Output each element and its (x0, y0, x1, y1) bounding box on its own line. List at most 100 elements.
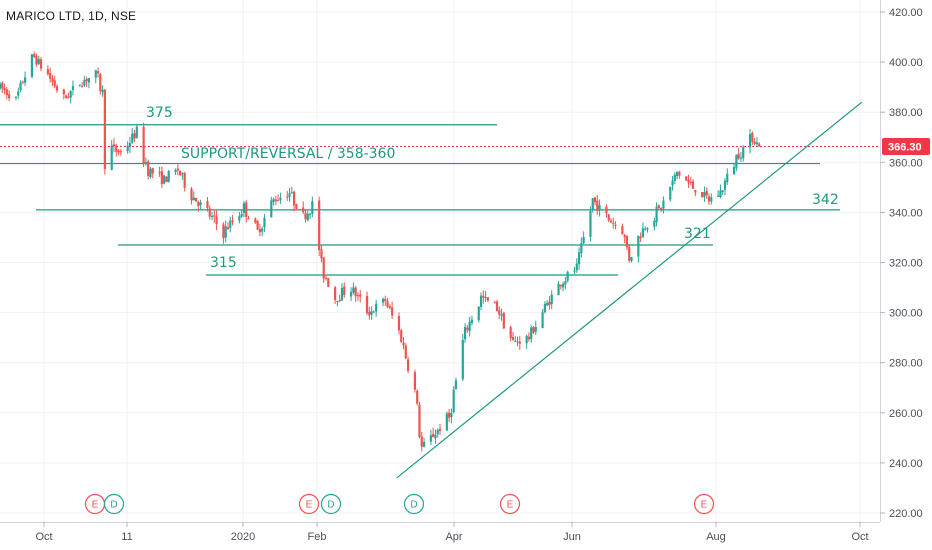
candle-body (206, 201, 209, 208)
candle-body (416, 390, 419, 404)
support-reversal-label: SUPPORT/REVERSAL / 358-360 (181, 146, 395, 162)
candle-body (735, 154, 738, 168)
candle-body (516, 341, 519, 343)
candle-body (277, 200, 280, 202)
candle-body (534, 326, 537, 332)
candle-body (660, 208, 663, 210)
price-tick-label: 240.00 (889, 458, 923, 470)
candle-body (229, 220, 232, 228)
candle-body (438, 428, 442, 431)
candle-body (320, 249, 323, 259)
earnings-event-icon[interactable]: E (298, 493, 320, 515)
time-tick-label: 11 (121, 531, 132, 543)
candle-body (21, 81, 24, 83)
candle-body (99, 74, 102, 91)
candle-body (365, 295, 369, 314)
candle-body (349, 291, 353, 297)
candle-body (160, 171, 163, 185)
level-315-label: 315 (210, 255, 237, 271)
candle-body (274, 199, 277, 202)
candle-body (580, 243, 583, 253)
candle-body (703, 192, 706, 197)
candle-body (591, 198, 594, 211)
candle-body (311, 201, 314, 214)
horizontal-levels[interactable] (0, 124, 880, 276)
candle-body (306, 213, 309, 221)
candle-body (466, 327, 469, 330)
candle-body (678, 171, 681, 176)
dividend-event-icon[interactable]: D (403, 493, 425, 515)
candle-body (87, 77, 91, 83)
candle-body (322, 257, 325, 279)
candle-body (384, 299, 387, 302)
candle-body (641, 228, 645, 238)
price-axis[interactable]: 420.00 400.00 380.00 360.00 340.00 320.00 300.… (880, 0, 930, 522)
candle-body (192, 197, 195, 201)
candle-body (354, 287, 357, 297)
candle-body (117, 150, 120, 153)
candle-body (628, 246, 631, 261)
time-axis[interactable]: Oct 11 2020 Feb Apr Jun Aug Oct (0, 522, 880, 543)
candle-body (541, 312, 544, 329)
chart-title: MARICO LTD, 1D, NSE (6, 9, 137, 23)
dividend-event-icon[interactable]: D (103, 493, 125, 515)
earnings-event-icon[interactable]: E (693, 493, 715, 515)
candle-body (119, 151, 122, 153)
svg-text:E: E (92, 500, 99, 511)
candle-body (128, 143, 132, 147)
candle-body (35, 55, 38, 65)
candle-body (101, 89, 104, 93)
candle-body (605, 206, 608, 214)
candle-body (147, 161, 150, 177)
candle-body (370, 311, 373, 315)
candle-body (653, 220, 656, 227)
candle-body (80, 85, 84, 87)
trendline-layer[interactable] (396, 101, 863, 479)
candle-body (710, 197, 713, 202)
candle-body (67, 96, 70, 98)
candle-body (247, 218, 250, 220)
price-tick-label: 260.00 (889, 408, 923, 420)
candle-body (0, 83, 2, 89)
candle-body (69, 91, 72, 98)
candle-body (691, 181, 695, 189)
candle-body (302, 207, 305, 213)
candle-body (463, 326, 467, 340)
price-tick-label: 280.00 (889, 358, 923, 370)
candle-body (644, 228, 647, 230)
candle-body (149, 168, 152, 177)
trendline[interactable] (396, 101, 863, 479)
price-tick-label: 300.00 (889, 308, 923, 320)
candle-body (530, 327, 533, 340)
candle-body (194, 197, 198, 202)
candle-body (78, 84, 81, 86)
candle-body (263, 217, 266, 228)
svg-text:E: E (306, 500, 313, 511)
candle-body (701, 192, 704, 198)
candle-body (324, 277, 328, 279)
candle-body (732, 166, 736, 175)
time-tick-label: Jun (563, 531, 581, 543)
earnings-event-icon[interactable]: E (84, 493, 106, 515)
candle-body (179, 170, 182, 175)
candle-body (717, 195, 720, 197)
candle-body (62, 89, 65, 95)
svg-text:E: E (701, 500, 708, 511)
candle-body (158, 172, 161, 174)
candle-body (596, 200, 599, 211)
candle-body (8, 94, 11, 99)
dividend-event-icon[interactable]: D (320, 493, 342, 515)
candle-body (85, 78, 88, 82)
candlesticks (0, 51, 761, 452)
candle-body (500, 314, 503, 316)
candle-body (511, 336, 515, 341)
candle-body (582, 236, 585, 243)
candle-body (673, 174, 676, 181)
candle-body (413, 372, 417, 390)
candle-body (151, 168, 154, 174)
candle-body (751, 133, 754, 142)
candle-body (527, 336, 531, 340)
earnings-event-icon[interactable]: E (499, 493, 521, 515)
